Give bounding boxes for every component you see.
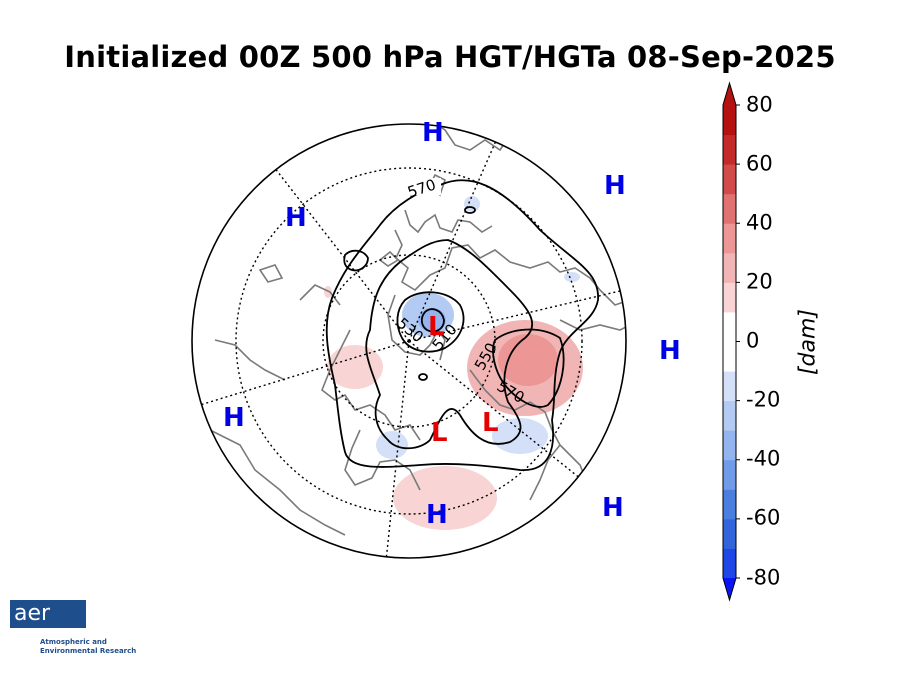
meridian-a xyxy=(266,157,410,342)
negative-anomaly-siberia xyxy=(492,418,548,454)
positive-anomaly-eurasia-core xyxy=(498,334,558,386)
negative-anomaly-pole-core xyxy=(418,308,446,332)
low-marker: L xyxy=(431,418,448,448)
contour-small-greenland xyxy=(418,373,428,381)
positive-anomaly-canada xyxy=(327,345,383,389)
negative-anomaly-alaska xyxy=(376,431,408,459)
colorbar-tick: 20 xyxy=(746,269,773,294)
coastline-iceland xyxy=(378,250,400,267)
colorbar-segment xyxy=(723,311,736,342)
coastline-siberia xyxy=(469,369,561,501)
colorbar-segment xyxy=(723,341,736,372)
colorbar-segment xyxy=(723,164,736,195)
coastline-greenland xyxy=(387,294,446,361)
map-boundary xyxy=(191,123,627,559)
coastline-china xyxy=(559,309,626,331)
high-marker: H xyxy=(285,203,307,233)
colorbar-segment xyxy=(723,400,736,431)
colorbar-tick: 0 xyxy=(746,328,760,353)
colorbar-extend-max xyxy=(723,83,736,105)
aer-logo: aer Atmospheric and Environmental Resear… xyxy=(10,600,140,660)
logo-wordmark: aer xyxy=(10,600,86,628)
colorbar-tick: 80 xyxy=(746,92,773,117)
colorbar-segment xyxy=(723,223,736,254)
negative-anomaly-europe xyxy=(464,196,480,212)
colorbar-extend-min xyxy=(723,578,736,600)
contour-550-east xyxy=(492,328,565,408)
colorbar-segment xyxy=(723,489,736,520)
colorbar-segment xyxy=(723,430,736,461)
colorbar-segment xyxy=(723,252,736,283)
colorbar-tick: -80 xyxy=(746,565,781,590)
coastline-atlantic-islands xyxy=(258,264,284,283)
meridian-b xyxy=(408,124,519,342)
contour-530 xyxy=(396,291,465,353)
contour-570 xyxy=(325,179,599,471)
colorbar-segment xyxy=(723,548,736,579)
meridian-f xyxy=(199,340,410,406)
pressure-centers: H H H H H H H L L L xyxy=(223,118,681,530)
colorbar-tick: -40 xyxy=(746,446,781,471)
colorbar-tick: 60 xyxy=(746,151,773,176)
colorbar-segment xyxy=(723,459,736,490)
coastline-mediterranean xyxy=(599,289,626,311)
colorbar-segment xyxy=(723,134,736,165)
colorbar-segment xyxy=(723,518,736,549)
high-marker: H xyxy=(602,493,624,523)
contour-small-north-atlantic xyxy=(343,249,369,272)
coastline-scandinavia xyxy=(404,209,493,234)
low-marker: L xyxy=(428,312,445,342)
colorbar xyxy=(722,81,740,602)
high-marker: H xyxy=(659,336,681,366)
high-marker: H xyxy=(422,118,444,148)
colorbar-tick: 40 xyxy=(746,210,773,235)
positive-anomaly-atlantic xyxy=(324,286,332,298)
colorbar-segment xyxy=(723,105,736,136)
contour-510 xyxy=(420,308,445,333)
colorbar-segment xyxy=(723,282,736,313)
coastline-europe xyxy=(394,229,601,292)
colorbar-segment xyxy=(723,371,736,402)
meridian-e xyxy=(382,340,410,558)
low-marker: L xyxy=(482,408,499,438)
coastline-hudson xyxy=(299,284,341,306)
colorbar-tick: -60 xyxy=(746,505,781,530)
coastline-africa xyxy=(539,124,621,166)
logo-caption: Atmospheric and Environmental Research xyxy=(40,638,137,655)
colorbar-unit-label: [dam] xyxy=(795,308,821,376)
coastline-north-america xyxy=(209,429,346,536)
contour-small-europe xyxy=(464,206,476,214)
height-contours xyxy=(325,179,599,471)
contour-550 xyxy=(365,239,534,450)
coastline-caribbean xyxy=(214,339,286,381)
high-marker: H xyxy=(426,500,448,530)
colorbar-tick: -20 xyxy=(746,387,781,412)
high-marker: H xyxy=(223,403,245,433)
high-marker: H xyxy=(604,171,626,201)
colorbar-segment xyxy=(723,193,736,224)
negative-anomaly-asia xyxy=(564,272,580,282)
map-title: Initialized 00Z 500 hPa HGT/HGTa 08-Sep-… xyxy=(64,40,836,74)
latitude-circle-30 xyxy=(235,167,583,515)
